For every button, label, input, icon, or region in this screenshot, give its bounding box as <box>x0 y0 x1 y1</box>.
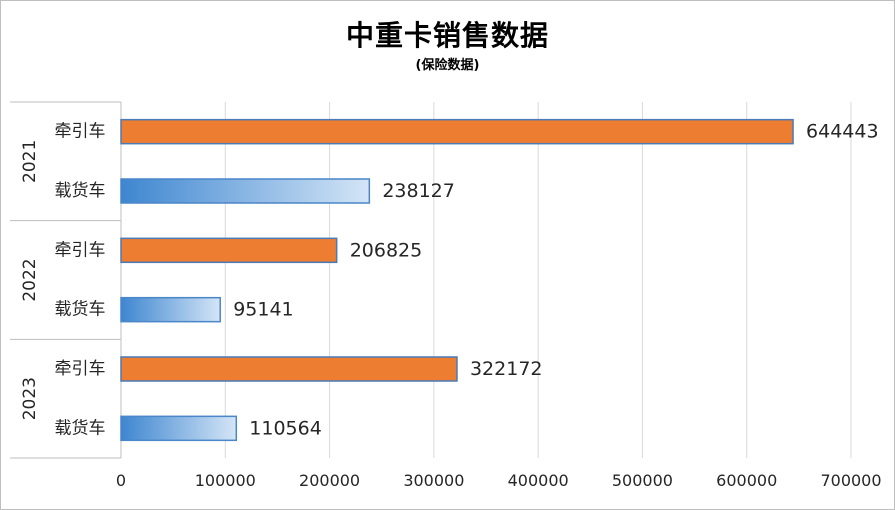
bar <box>120 237 338 264</box>
data-label: 110564 <box>249 417 322 439</box>
bar <box>120 415 238 442</box>
x-tick-label: 200000 <box>299 471 360 490</box>
bar <box>120 296 221 323</box>
category-label: 牵引车 <box>55 122 106 142</box>
category-label: 载货车 <box>55 418 106 438</box>
bars <box>120 118 794 442</box>
data-label: 322172 <box>470 358 543 380</box>
category-label: 牵引车 <box>55 240 106 260</box>
group-label: 2022 <box>20 258 40 301</box>
x-axis-ticks: 0 100000 200000 300000 400000 500000 600000 700… <box>116 471 882 490</box>
gridlines <box>224 102 852 458</box>
data-labels: 644443 238127 206825 95141 322172 110564 <box>233 121 878 440</box>
bar <box>120 118 794 145</box>
x-tick-label: 400000 <box>508 471 569 490</box>
bar <box>120 178 371 204</box>
chart-title: 中重卡销售数据 <box>345 19 549 52</box>
x-tick-label: 100000 <box>195 471 256 490</box>
chart-subtitle: (保险数据) <box>415 58 480 73</box>
x-tick-label: 600000 <box>716 471 777 490</box>
group-label: 2023 <box>20 377 40 420</box>
data-label: 644443 <box>806 121 879 143</box>
category-label: 载货车 <box>55 300 106 320</box>
data-label: 238127 <box>382 180 455 202</box>
category-label: 载货车 <box>55 181 106 201</box>
x-tick-label: 500000 <box>612 471 673 490</box>
x-tick-label: 0 <box>116 471 126 490</box>
x-tick-label: 700000 <box>820 471 881 490</box>
bar <box>120 356 458 382</box>
x-tick-label: 300000 <box>403 471 464 490</box>
group-label: 2021 <box>20 140 40 183</box>
data-label: 95141 <box>233 299 293 321</box>
category-label: 牵引车 <box>55 359 106 379</box>
data-label: 206825 <box>350 239 423 261</box>
